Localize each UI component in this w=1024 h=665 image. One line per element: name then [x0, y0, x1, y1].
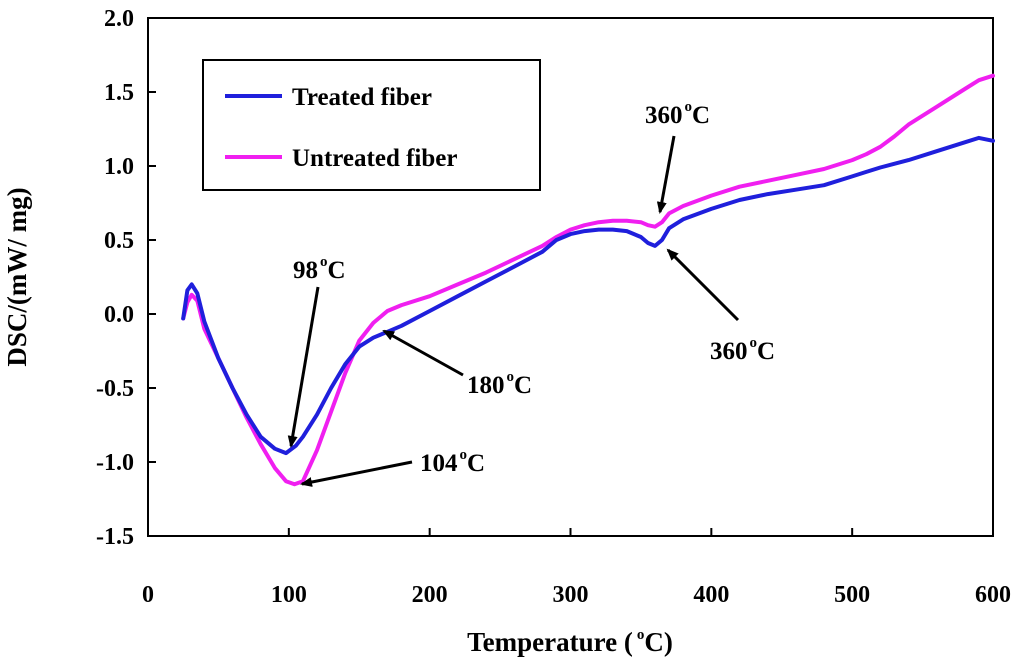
- x-tick-label: 400: [693, 582, 729, 608]
- annotation-360C-treated: 360 oC: [710, 335, 775, 365]
- annotation-98C: 98 oC: [293, 254, 346, 284]
- y-tick-label: -1.0: [96, 450, 134, 476]
- x-tick-label: 100: [271, 582, 307, 608]
- x-axis-title-main: Temperature (: [467, 627, 633, 657]
- annotation-360C-untreated: 360 oC: [645, 99, 710, 129]
- legend-label-untreated: Untreated fiber: [292, 145, 457, 172]
- annotation-104C: 104 oC: [420, 447, 485, 477]
- x-axis-title-unit: C): [644, 627, 673, 657]
- y-tick-label: 0.5: [104, 228, 134, 254]
- arrow-360C-treated: [666, 248, 740, 322]
- y-tick-label: -1.5: [96, 524, 134, 550]
- x-tick-label: 300: [553, 582, 589, 608]
- annotation-180C: 180 oC: [467, 369, 532, 399]
- x-axis-title: Temperature (oC): [467, 627, 673, 657]
- y-tick-label: 1.0: [104, 154, 134, 180]
- x-tick-label: 600: [975, 582, 1011, 608]
- y-tick-label: 0.0: [104, 302, 134, 328]
- series-line-treated-fiber: [181, 135, 995, 456]
- arrow-104C: [300, 460, 413, 487]
- x-tick-label: 200: [412, 582, 448, 608]
- x-axis-ticks: 0 100 200 300 400 500 600: [142, 528, 1011, 608]
- arrow-180C: [382, 329, 464, 377]
- arrow-360C-untreated: [656, 135, 676, 214]
- series-layer: [181, 73, 995, 487]
- x-tick-label: 0: [142, 582, 154, 608]
- y-axis-title: DSC/(mW/ mg): [2, 187, 32, 366]
- y-tick-label: 1.5: [104, 80, 134, 106]
- x-tick-label: 500: [834, 582, 870, 608]
- legend-label-treated: Treated fiber: [292, 84, 432, 111]
- series-line-untreated-fiber: [181, 73, 995, 487]
- legend-box: [202, 59, 541, 191]
- arrow-98C: [287, 286, 320, 448]
- legend: Treated fiber Untreated fiber: [202, 59, 541, 191]
- annotations: 98 oC 104 oC 180 oC 360 oC 360 oC: [287, 99, 775, 487]
- y-tick-label: -0.5: [96, 376, 134, 402]
- y-axis-ticks: -1.5 -1.0 -0.5 0.0 0.5 1.0 1.5 2.0: [96, 6, 156, 550]
- degree-sign: o: [637, 627, 645, 643]
- y-tick-label: 2.0: [104, 6, 134, 32]
